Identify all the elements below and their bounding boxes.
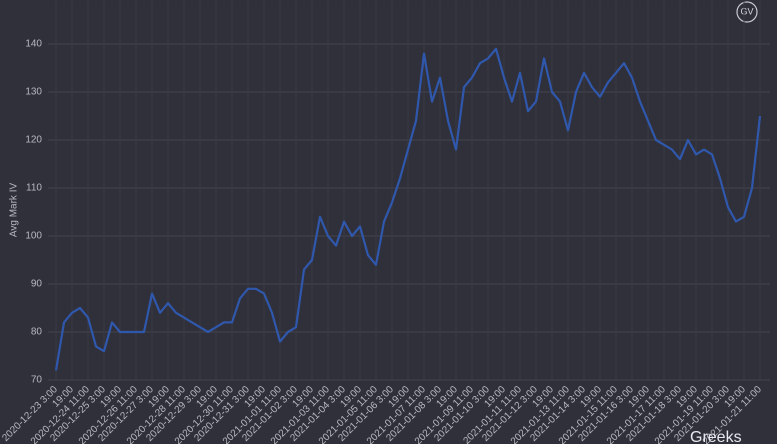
y-tick-label: 130	[25, 87, 42, 98]
y-tick-label: 100	[25, 231, 42, 242]
logo-ring	[736, 1, 758, 23]
watermark: Greeks	[690, 429, 742, 444]
y-tick-label: 70	[31, 375, 43, 386]
y-tick-label: 80	[31, 327, 43, 338]
logo: GV	[740, 6, 753, 16]
series-line	[54, 47, 762, 371]
y-tick-label: 110	[26, 183, 42, 194]
y-tick-label: 90	[31, 279, 43, 290]
y-axis-label: Avg Mark IV	[9, 183, 20, 238]
y-tick-label: 120	[25, 135, 42, 146]
y-tick-label: 140	[25, 39, 42, 50]
